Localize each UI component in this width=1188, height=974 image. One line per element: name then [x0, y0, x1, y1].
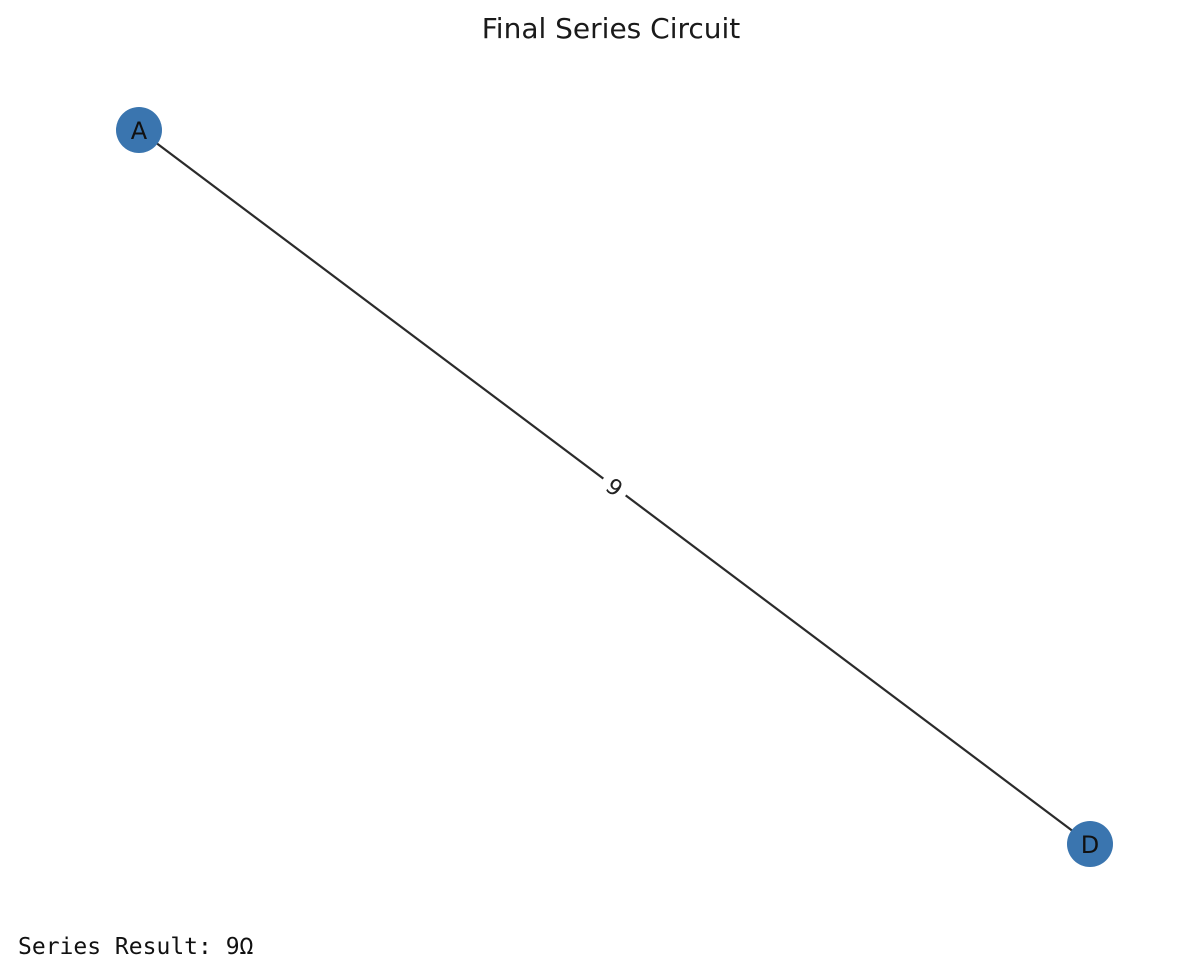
node-a: A	[116, 107, 162, 153]
node-d: D	[1067, 821, 1113, 867]
graph-title: Final Series Circuit	[482, 12, 741, 45]
series-result-output: Series Result: 9Ω	[18, 934, 254, 960]
node-a-label: A	[131, 117, 148, 145]
node-a-circle	[116, 107, 162, 153]
node-d-circle	[1067, 821, 1113, 867]
edge-label-group: 9	[594, 466, 635, 508]
edge-label-background	[594, 466, 635, 508]
node-d-label: D	[1081, 831, 1099, 859]
